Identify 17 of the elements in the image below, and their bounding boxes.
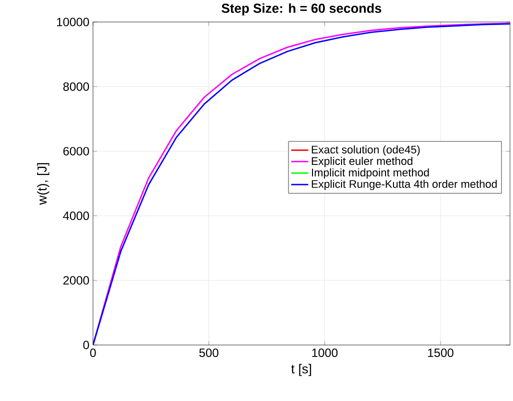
y-tick-label: 0 — [83, 340, 90, 350]
y-tick-label: 6000 — [63, 146, 89, 156]
y-tick-label: 10000 — [57, 18, 89, 26]
legend-label: Explicit euler method — [312, 156, 412, 168]
legend-label: Explicit Runge-Kutta 4th order method — [312, 180, 497, 190]
y-axis-title: w(t), [J] — [37, 163, 50, 205]
chart-title: Step Size: h = 60 seconds — [222, 3, 382, 16]
y-tick-label: 8000 — [63, 82, 89, 91]
x-axis-title: t [s] — [291, 364, 312, 376]
legend-label: Implicit midpoint method — [312, 168, 429, 179]
x-tick-label: 500 — [199, 348, 218, 358]
x-tick-label: 1500 — [428, 348, 454, 358]
legend-label: Exact solution (ode45) — [312, 145, 420, 156]
y-tick-label: 4000 — [63, 212, 89, 220]
x-tick-label: 0 — [90, 348, 96, 358]
x-tick-label: 1000 — [312, 348, 338, 358]
y-tick-label: 2000 — [63, 276, 89, 285]
